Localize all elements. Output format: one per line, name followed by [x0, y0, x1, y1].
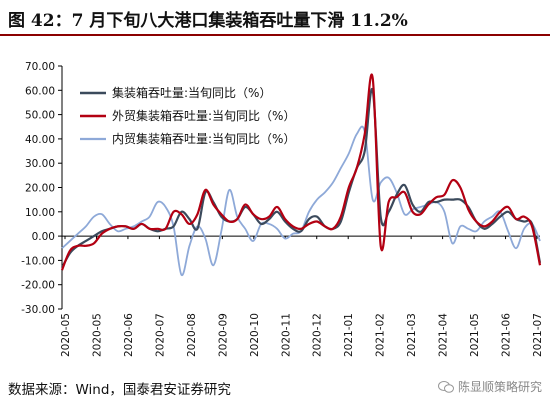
y-tick-label: -30.00 — [21, 304, 55, 316]
y-tick-label: 0.00 — [32, 231, 55, 243]
y-tick-label: 70.00 — [25, 61, 55, 73]
x-tick-label: 2020-06 — [123, 313, 135, 357]
wechat-icon — [437, 380, 454, 393]
x-tick-label: 2020-10 — [249, 313, 261, 357]
y-tick-label: 40.00 — [25, 134, 55, 146]
x-tick-label: 2021-07 — [532, 313, 544, 357]
x-tick-label: 2021-02 — [375, 313, 387, 357]
y-tick-label: -20.00 — [21, 280, 55, 292]
line-chart: 70.00 60.00 50.00 40.00 30.00 20.00 10.00 0.00 -… — [21, 61, 544, 357]
watermark-text: 陈显顺策略研究 — [457, 380, 542, 394]
chart-title: 图 42：7 月下旬八大港口集装箱吞吐量下滑 11.2% — [8, 11, 408, 31]
series-line-2 — [61, 125, 541, 276]
x-tick-label: 2020-08 — [186, 313, 198, 357]
x-tick-label: 2020-05 — [91, 313, 103, 357]
y-tick-label: 60.00 — [25, 85, 55, 97]
x-tick-label: 2020-05 — [60, 313, 72, 357]
x-tick-label: 2021-06 — [501, 313, 513, 357]
legend-label-0: 集装箱吞吐量:当旬同比（%） — [112, 85, 271, 100]
series-line-1 — [60, 73, 542, 271]
x-tick-label: 2020-07 — [154, 313, 166, 357]
x-tick-label: 2020-12 — [312, 313, 324, 357]
y-tick-label: 30.00 — [25, 158, 55, 170]
x-tick-label: 2021-04 — [438, 313, 450, 357]
x-tick-label: 2021-01 — [343, 313, 355, 357]
x-tick-label: 2020-09 — [217, 313, 229, 357]
y-tick-label: 10.00 — [25, 207, 55, 219]
x-tick-label: 2020-11 — [280, 313, 292, 357]
legend-label-1: 外贸集装箱吞吐量:当旬同比（%） — [112, 108, 295, 123]
legend-label-2: 内贸集装箱吞吐量:当旬同比（%） — [112, 131, 295, 146]
source-note: 数据来源：Wind，国泰君安证券研究 — [8, 382, 231, 398]
y-tick-label: 50.00 — [25, 110, 55, 122]
x-tick-label: 2021-05 — [469, 313, 481, 357]
y-tick-label: 20.00 — [25, 183, 55, 195]
watermark: 陈显顺策略研究 — [437, 378, 542, 395]
x-tick-label: 2021-03 — [406, 313, 418, 357]
title-bar: 图 42：7 月下旬八大港口集装箱吞吐量下滑 11.2% — [0, 0, 550, 36]
y-tick-label: -10.00 — [21, 255, 55, 267]
